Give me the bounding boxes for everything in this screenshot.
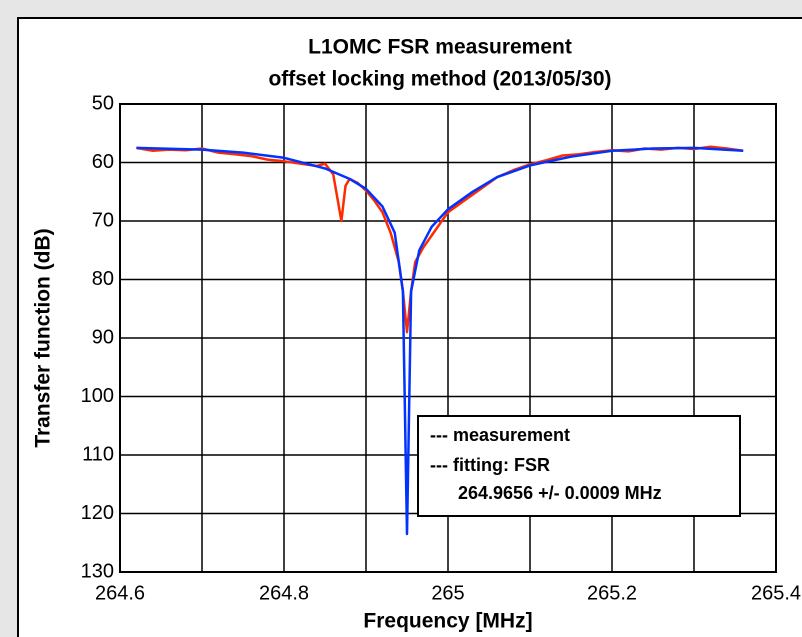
data-line bbox=[136, 146, 744, 536]
y-tick-label: 70 bbox=[92, 209, 114, 231]
chart-subtitle: offset locking method (2013/05/30) bbox=[268, 68, 611, 91]
x-tick-label: 265.2 bbox=[587, 582, 637, 604]
x-axis-label: Frequency [MHz] bbox=[363, 610, 532, 633]
y-tick-label: 130 bbox=[81, 560, 114, 582]
y-axis-label: Transfer function (dB) bbox=[32, 228, 55, 447]
x-tick-label: 265 bbox=[431, 582, 464, 604]
y-tick-label: 50 bbox=[92, 92, 114, 114]
plot-frame bbox=[119, 103, 777, 573]
y-tick-label: 110 bbox=[82, 443, 114, 465]
y-tick-label: 60 bbox=[92, 151, 114, 173]
legend-annotation: 264.9656 +/- 0.0009 MHz bbox=[458, 483, 662, 503]
x-tick-label: 265.4 bbox=[751, 582, 801, 604]
chart-title: L1OMC FSR measurement bbox=[308, 36, 572, 59]
legend-label: --- measurement bbox=[430, 425, 570, 445]
y-tick-label: 80 bbox=[92, 268, 114, 290]
legend-box bbox=[417, 415, 741, 517]
x-tick-label: 264.6 bbox=[95, 582, 145, 604]
y-tick-label: 90 bbox=[92, 326, 114, 348]
y-tick-label: 120 bbox=[81, 502, 114, 524]
y-tick-label: 100 bbox=[81, 385, 114, 407]
legend-label: --- fitting: FSR bbox=[430, 455, 550, 475]
x-tick-label: 264.8 bbox=[259, 582, 309, 604]
legend: --- measurement --- fitting: FSR 264.9656 … bbox=[417, 415, 741, 517]
